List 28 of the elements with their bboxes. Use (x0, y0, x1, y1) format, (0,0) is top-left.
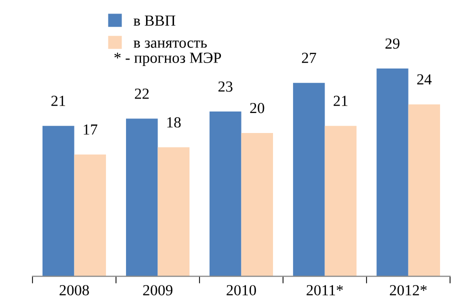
data-label: 21 (51, 96, 66, 106)
text: * - прогноз МЭР (114, 52, 221, 66)
data-label: 22 (134, 88, 149, 99)
legend-label: в занятость (134, 40, 207, 48)
data-label: 24 (417, 74, 432, 84)
data-label: 17 (84, 124, 98, 135)
bar (126, 118, 158, 276)
bar (376, 68, 408, 276)
legend-label: в ВВП (134, 16, 176, 26)
bar (324, 126, 357, 276)
x-tick-label: 2009 (143, 285, 172, 296)
bar (42, 126, 74, 276)
data-label: 29 (385, 38, 400, 49)
bar (158, 147, 190, 276)
data-label: 20 (250, 102, 264, 114)
data-label: 23 (218, 81, 232, 92)
data-label: 27 (302, 52, 316, 63)
bar (241, 132, 274, 276)
bar (293, 82, 325, 276)
bar (408, 104, 440, 276)
bar (74, 154, 106, 276)
bar (210, 111, 242, 276)
x-tick-label: 2008 (60, 285, 89, 296)
x-tick-label: 2010 (226, 285, 256, 296)
data-label: 18 (167, 117, 181, 128)
x-tick-label: 2012* (390, 285, 427, 296)
data-label: 21 (334, 96, 348, 106)
x-tick-label: 2011* (306, 285, 343, 296)
